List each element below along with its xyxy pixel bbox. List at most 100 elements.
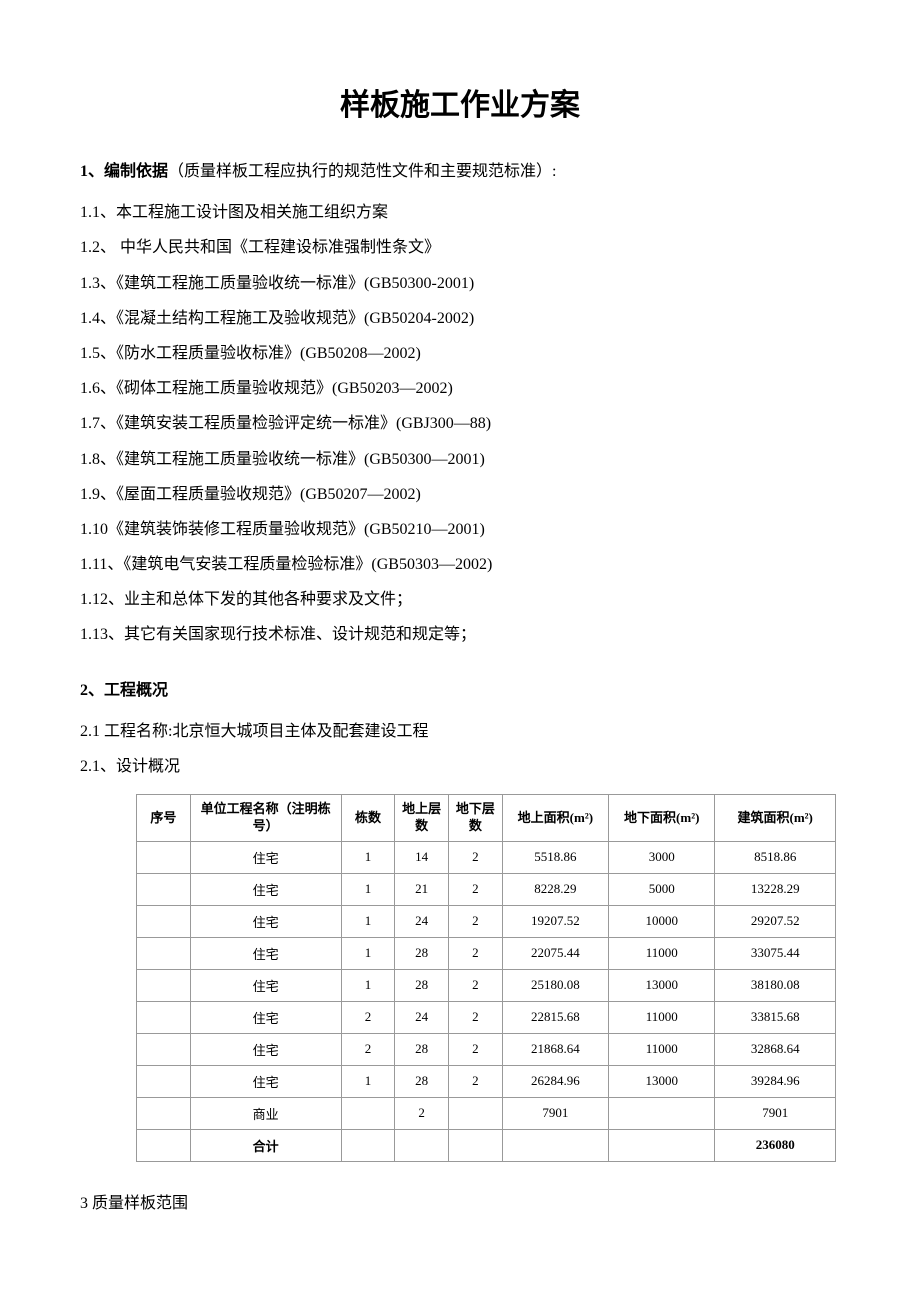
table-cell [137, 1129, 191, 1161]
table-row: 住宅224222815.681100033815.68 [137, 1001, 836, 1033]
table-cell: 24 [395, 1001, 449, 1033]
table-cell: 8518.86 [715, 841, 836, 873]
table-cell: 商业 [190, 1097, 341, 1129]
table-cell: 2 [449, 841, 503, 873]
table-cell [137, 1001, 191, 1033]
table-cell: 28 [395, 937, 449, 969]
table-cell: 1 [341, 841, 395, 873]
table-row: 住宅124219207.521000029207.52 [137, 905, 836, 937]
table-cell: 住宅 [190, 969, 341, 1001]
table-cell: 11000 [609, 1001, 715, 1033]
table-cell: 住宅 [190, 1033, 341, 1065]
section-2-sub-21: 2.1 工程名称:北京恒大城项目主体及配套建设工程 [80, 714, 840, 749]
table-cell: 26284.96 [502, 1065, 608, 1097]
table-cell: 10000 [609, 905, 715, 937]
section-1-list: 1.1、本工程施工设计图及相关施工组织方案1.2、 中华人民共和国《工程建设标准… [80, 195, 840, 652]
table-cell [137, 1065, 191, 1097]
section-3-heading: 3 质量样板范围 [80, 1186, 840, 1221]
table-cell: 38180.08 [715, 969, 836, 1001]
table-row: 住宅228221868.641100032868.64 [137, 1033, 836, 1065]
table-cell: 33815.68 [715, 1001, 836, 1033]
table-cell: 13000 [609, 969, 715, 1001]
table-cell: 11000 [609, 1033, 715, 1065]
table-cell: 5000 [609, 873, 715, 905]
table-cell: 2 [341, 1001, 395, 1033]
table-cell: 住宅 [190, 1001, 341, 1033]
table-cell [609, 1097, 715, 1129]
table-cell: 28 [395, 1065, 449, 1097]
table-cell: 28 [395, 1033, 449, 1065]
list-item: 1.3、《建筑工程施工质量验收统一标准》(GB50300-2001) [80, 266, 840, 301]
table-cell [137, 1033, 191, 1065]
table-cell: 14 [395, 841, 449, 873]
section-2-sub-22: 2.1、设计概况 [80, 749, 840, 784]
table-header-row: 序号 单位工程名称（注明栋号） 栋数 地上层数 地下层数 地上面积(m²) 地下… [137, 795, 836, 842]
table-cell: 2 [449, 937, 503, 969]
table-row: 住宅11425518.8630008518.86 [137, 841, 836, 873]
table-cell: 13000 [609, 1065, 715, 1097]
table-cell: 13228.29 [715, 873, 836, 905]
section-1-heading-rest: （质量样板工程应执行的规范性文件和主要规范标准）: [168, 163, 556, 180]
table-cell: 8228.29 [502, 873, 608, 905]
list-item: 1.7、《建筑安装工程质量检验评定统一标准》(GBJ300—88) [80, 406, 840, 441]
table-cell: 住宅 [190, 937, 341, 969]
table-cell: 1 [341, 937, 395, 969]
table-cell: 11000 [609, 937, 715, 969]
list-item: 1.12、业主和总体下发的其他各种要求及文件； [80, 582, 840, 617]
section-1-heading: 1、编制依据（质量样板工程应执行的规范性文件和主要规范标准）: [80, 154, 840, 189]
table-row: 住宅128225180.081300038180.08 [137, 969, 836, 1001]
th-name: 单位工程名称（注明栋号） [190, 795, 341, 842]
table-cell: 2 [449, 873, 503, 905]
table-row: 住宅12128228.29500013228.29 [137, 873, 836, 905]
table-cell: 2 [449, 969, 503, 1001]
table-cell [449, 1097, 503, 1129]
table-cell: 33075.44 [715, 937, 836, 969]
table-cell [341, 1129, 395, 1161]
th-dong: 栋数 [341, 795, 395, 842]
th-total-area: 建筑面积(m²) [715, 795, 836, 842]
th-down-floors: 地下层数 [449, 795, 503, 842]
table-cell: 住宅 [190, 873, 341, 905]
list-item: 1.5、《防水工程质量验收标准》(GB50208—2002) [80, 336, 840, 371]
table-cell: 39284.96 [715, 1065, 836, 1097]
document-page: 样板施工作业方案 1、编制依据（质量样板工程应执行的规范性文件和主要规范标准）:… [0, 0, 920, 1302]
table-row: 住宅128226284.961300039284.96 [137, 1065, 836, 1097]
table-cell: 2 [449, 1033, 503, 1065]
table-cell: 29207.52 [715, 905, 836, 937]
table-cell: 1 [341, 1065, 395, 1097]
table-cell: 7901 [502, 1097, 608, 1129]
table-cell [137, 1097, 191, 1129]
table-cell: 2 [395, 1097, 449, 1129]
table-cell: 28 [395, 969, 449, 1001]
table-cell: 1 [341, 905, 395, 937]
list-item: 1.1、本工程施工设计图及相关施工组织方案 [80, 195, 840, 230]
table-cell [137, 937, 191, 969]
table-cell: 236080 [715, 1129, 836, 1161]
table-row: 合计236080 [137, 1129, 836, 1161]
table-cell: 住宅 [190, 905, 341, 937]
table-cell: 住宅 [190, 841, 341, 873]
section-1-heading-bold: 1、编制依据 [80, 163, 168, 180]
table-cell: 2 [341, 1033, 395, 1065]
th-down-area: 地下面积(m²) [609, 795, 715, 842]
table-cell: 2 [449, 905, 503, 937]
list-item: 1.2、 中华人民共和国《工程建设标准强制性条文》 [80, 230, 840, 265]
table-cell [137, 905, 191, 937]
page-title: 样板施工作业方案 [80, 80, 840, 124]
list-item: 1.10《建筑装饰装修工程质量验收规范》(GB50210—2001) [80, 512, 840, 547]
table-cell: 21868.64 [502, 1033, 608, 1065]
design-overview-table: 序号 单位工程名称（注明栋号） 栋数 地上层数 地下层数 地上面积(m²) 地下… [136, 794, 836, 1162]
section-2-heading: 2、工程概况 [80, 673, 840, 708]
list-item: 1.6、《砌体工程施工质量验收规范》(GB50203—2002) [80, 371, 840, 406]
th-seq: 序号 [137, 795, 191, 842]
table-cell [395, 1129, 449, 1161]
list-item: 1.4、《混凝土结构工程施工及验收规范》(GB50204-2002) [80, 301, 840, 336]
table-cell: 7901 [715, 1097, 836, 1129]
table-cell: 1 [341, 873, 395, 905]
table-cell: 3000 [609, 841, 715, 873]
table-cell: 1 [341, 969, 395, 1001]
table-cell: 5518.86 [502, 841, 608, 873]
design-overview-table-wrap: 序号 单位工程名称（注明栋号） 栋数 地上层数 地下层数 地上面积(m²) 地下… [136, 794, 840, 1162]
th-up-area: 地上面积(m²) [502, 795, 608, 842]
table-cell: 24 [395, 905, 449, 937]
